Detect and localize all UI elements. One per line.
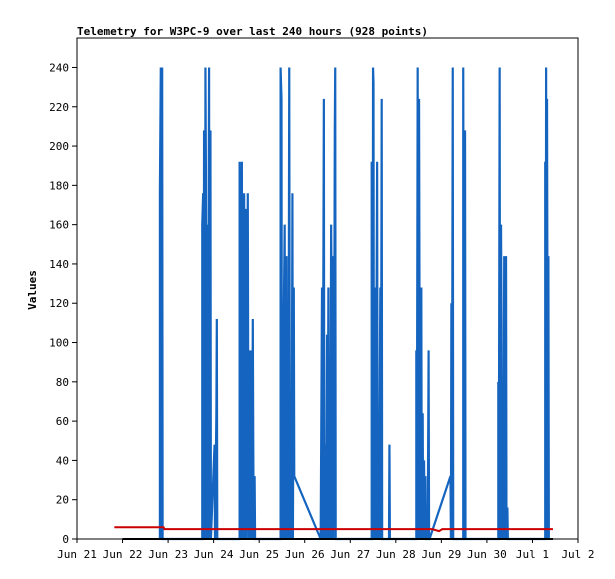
y-tick-label: 20	[56, 494, 69, 507]
x-tick-label: Jun 27	[330, 548, 370, 561]
x-tick-label: Jun 30	[467, 548, 507, 561]
y-tick-label: 120	[49, 297, 69, 310]
y-tick-label: 180	[49, 179, 69, 192]
x-tick-label: Jun 26	[285, 548, 325, 561]
y-axis-label: Values	[26, 270, 39, 310]
x-tick-label: Jun 21	[57, 548, 97, 561]
x-tick-label: Jul 1	[516, 548, 549, 561]
x-tick-label: Jun 25	[239, 548, 279, 561]
chart-title: Telemetry for W3PC-9 over last 240 hours…	[77, 25, 428, 38]
y-tick-label: 160	[49, 219, 69, 232]
series-line-2	[114, 526, 553, 533]
plot-frame	[76, 37, 579, 540]
y-tick-label: 0	[62, 533, 69, 546]
x-axis: Jun 21 Jun 22 Jun 23 Jun 24 Jun 25 Jun 26 Jun …	[57, 539, 595, 561]
plot-area	[114, 67, 553, 541]
x-tick-label: Jun 28	[376, 548, 416, 561]
y-axis: 0 20 40 60 80 100 120 140 160 180 200 220 240	[49, 61, 77, 546]
x-tick-label: Jun 29	[421, 548, 461, 561]
y-tick-label: 40	[56, 454, 69, 467]
y-tick-label: 240	[49, 61, 69, 74]
y-tick-label: 200	[49, 140, 69, 153]
y-tick-label: 140	[49, 258, 69, 271]
x-tick-label: Jun 23	[148, 548, 188, 561]
y-tick-label: 80	[56, 376, 69, 389]
x-tick-label: Jun 24	[194, 548, 234, 561]
y-tick-label: 60	[56, 415, 69, 428]
y-tick-label: 100	[49, 337, 69, 350]
x-tick-label: Jun 22	[103, 548, 143, 561]
series-line-1	[158, 67, 550, 541]
x-tick-label: Jul 2	[561, 548, 594, 561]
y-tick-label: 220	[49, 101, 69, 114]
